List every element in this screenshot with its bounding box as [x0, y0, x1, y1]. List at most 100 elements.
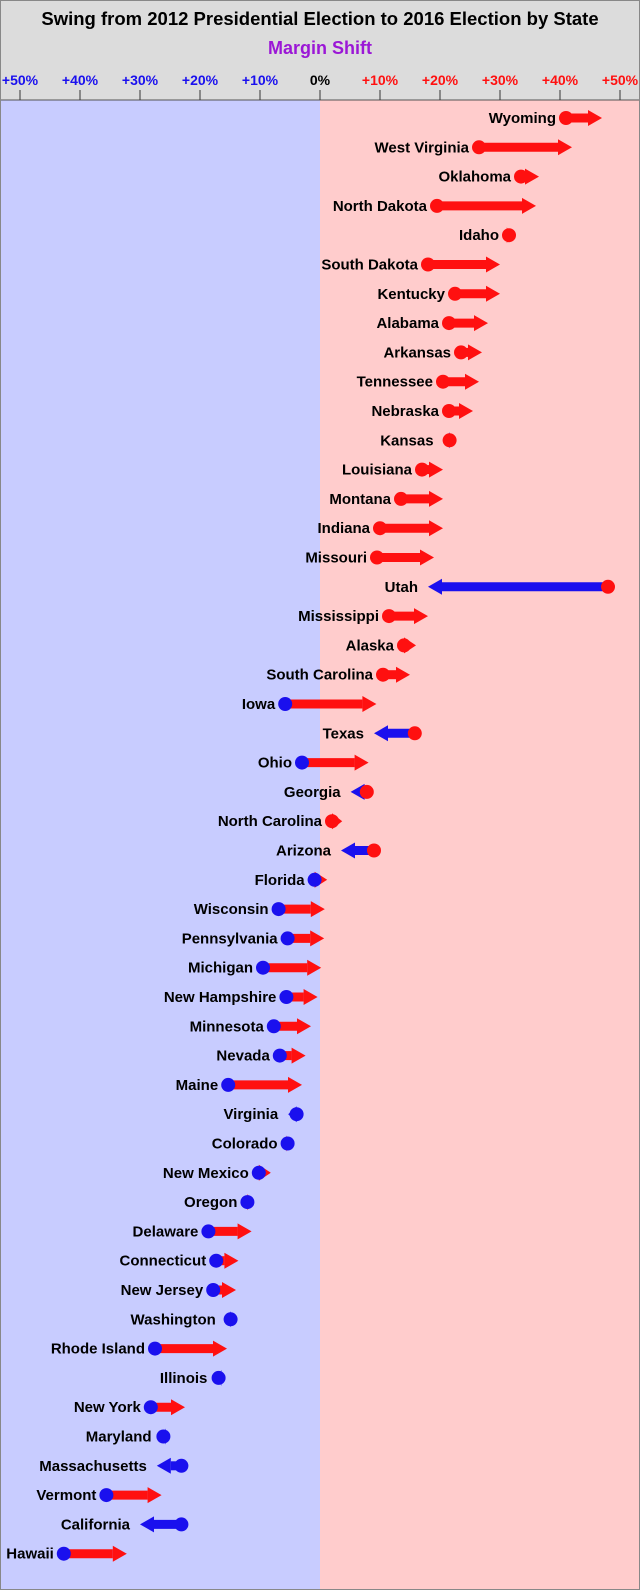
chart-subtitle: Margin Shift [268, 38, 372, 58]
start-margin-dot [442, 316, 456, 331]
start-margin-dot [436, 374, 450, 389]
state-label: Colorado [212, 1136, 278, 1153]
start-margin-dot [271, 902, 286, 917]
state-row: Pennsylvania [182, 930, 325, 947]
state-label: Alaska [346, 637, 395, 654]
swing-arrowhead [171, 1399, 185, 1416]
state-label: Arkansas [383, 344, 451, 361]
x-tick-label: +10% [242, 72, 279, 88]
state-label: Mississippi [298, 608, 379, 625]
state-row: Alaska [346, 637, 416, 654]
state-label: California [61, 1516, 131, 1533]
x-tick-label: +20% [182, 72, 219, 88]
state-row: Tennessee [357, 373, 479, 391]
start-margin-dot [325, 814, 339, 829]
state-label: Wisconsin [194, 901, 269, 918]
start-margin-dot [280, 1136, 295, 1151]
start-margin-dot [266, 1019, 281, 1034]
swing-arrowhead [396, 666, 410, 683]
state-label: Florida [255, 872, 306, 889]
state-row: Wyoming [489, 110, 602, 127]
start-margin-dot [394, 491, 408, 506]
state-row: Nebraska [371, 403, 473, 420]
start-margin-dot [442, 404, 456, 418]
state-label: Indiana [317, 520, 370, 537]
state-label: Tennessee [357, 374, 433, 391]
state-row: Montana [329, 490, 443, 508]
state-label: South Dakota [321, 257, 418, 274]
state-label: Oregon [184, 1194, 237, 1211]
state-row: Alabama [376, 315, 488, 332]
swing-arrowhead [429, 520, 443, 537]
state-row: Florida [255, 871, 328, 889]
state-row: Mississippi [298, 608, 428, 625]
state-row: Washington [131, 1311, 238, 1328]
swing-arrowhead [428, 578, 442, 595]
state-row: Massachusetts [39, 1457, 189, 1475]
x-tick-label: 0% [310, 72, 331, 88]
state-label: Ohio [258, 755, 292, 772]
swing-arrowhead [354, 754, 369, 771]
start-margin-dot [502, 228, 516, 243]
state-row: Illinois [160, 1369, 226, 1387]
state-label: Minnesota [190, 1018, 265, 1035]
state-row: North Dakota [333, 197, 536, 215]
start-margin-dot [174, 1517, 189, 1532]
swing-arrowhead [288, 1076, 302, 1093]
swing-arrowhead [522, 197, 536, 214]
state-label: Georgia [284, 784, 341, 801]
start-margin-dot [295, 755, 309, 770]
state-row: Michigan [188, 959, 322, 977]
state-label: Pennsylvania [182, 930, 279, 947]
state-label: New York [74, 1399, 142, 1416]
state-label: West Virginia [375, 139, 470, 156]
start-margin-dot [278, 697, 293, 711]
state-row: Utah [385, 578, 615, 596]
state-row: Missouri [305, 549, 434, 567]
state-label: New Hampshire [164, 989, 277, 1006]
start-margin-dot [223, 1312, 238, 1327]
state-row: Rhode Island [51, 1340, 227, 1358]
swing-arrowhead [459, 403, 473, 419]
swing-arrowhead [474, 315, 488, 332]
state-row: Oklahoma [438, 168, 539, 186]
start-margin-dot [407, 726, 422, 741]
state-row: Vermont [36, 1487, 162, 1504]
state-row: Wisconsin [194, 901, 325, 918]
state-row: California [61, 1516, 189, 1533]
start-margin-dot [280, 931, 295, 946]
state-rows: Wyoming West Virginia Oklahoma North Dakota… [6, 110, 615, 1563]
start-margin-dot [174, 1458, 189, 1473]
x-tick-label: +50% [602, 72, 639, 88]
swing-arrowhead [222, 1282, 236, 1298]
start-margin-dot [559, 111, 573, 125]
start-margin-dot [359, 784, 374, 799]
state-row: North Carolina [218, 813, 343, 830]
start-margin-dot [442, 433, 457, 448]
start-margin-dot [601, 579, 615, 594]
state-label: Alabama [376, 315, 439, 332]
state-row: Kentucky [377, 285, 500, 303]
state-label: Arizona [276, 843, 332, 860]
x-tick-label: +30% [482, 72, 519, 88]
x-tick-label: +20% [422, 72, 459, 88]
state-label: Nevada [216, 1048, 270, 1065]
state-label: North Dakota [333, 198, 428, 215]
state-row: Minnesota [190, 1018, 311, 1035]
swing-arrowhead [525, 168, 539, 185]
start-margin-dot [272, 1048, 287, 1063]
swing-arrowhead [112, 1545, 127, 1562]
start-margin-dot [307, 872, 322, 887]
state-row: New York [74, 1399, 185, 1416]
swing-arrowhead [465, 373, 479, 390]
swing-arrowhead [420, 549, 434, 566]
swing-arrowhead [486, 256, 500, 273]
start-margin-dot [289, 1107, 304, 1122]
state-label: Maryland [86, 1429, 152, 1446]
state-row: Louisiana [342, 461, 443, 479]
swing-arrowhead [588, 110, 602, 126]
x-tick-label: +10% [362, 72, 399, 88]
state-row: Maine [176, 1076, 302, 1094]
state-label: Missouri [305, 550, 367, 567]
state-row: Arkansas [383, 344, 482, 361]
